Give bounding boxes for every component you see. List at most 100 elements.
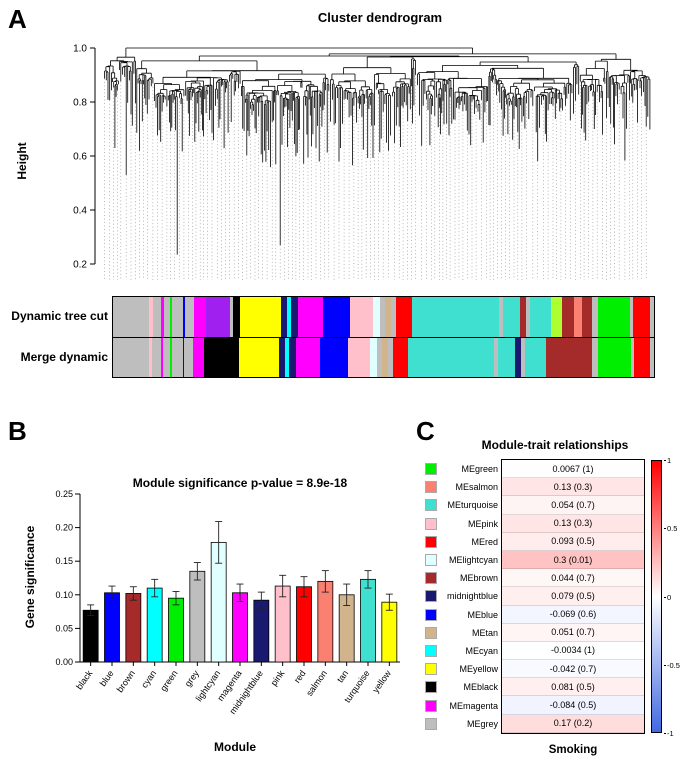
bar-x-tick-label: cyan (139, 668, 158, 689)
module-segment (284, 337, 289, 377)
module-segment (152, 297, 162, 337)
module-segment (514, 337, 522, 377)
module-label: MEblue (467, 609, 498, 620)
correlation-cell: 0.044 (0.7) (502, 569, 644, 588)
module-segment (160, 337, 164, 377)
bar-y-tick-label: 0.05 (55, 623, 73, 633)
colorbar-tick-label: 0 (667, 592, 672, 602)
heatmap-row-MEred: MEred 0.093 (0.5) (425, 532, 647, 551)
bar-y-axis-label: Gene significance (23, 525, 37, 629)
dendrogram-title: Cluster dendrogram (317, 10, 443, 25)
module-segment (169, 337, 172, 377)
bar-x-tick-label: blue (98, 668, 116, 688)
bar-chart-title: Module significance p-value = 8.9e-18 (132, 476, 348, 490)
heatmap-row-MEturquoise: MEturquoise 0.054 (0.7) (425, 496, 647, 515)
module-segment (288, 337, 296, 377)
correlation-cell: 0.093 (0.5) (502, 532, 644, 551)
module-label: MElightcyan (448, 555, 498, 566)
module-segment (230, 297, 234, 337)
module-segment (529, 297, 552, 337)
module-significance-bar-chart: 0.00 0.05 0.10 0.15 0.20 0.25 black blue brown cy… (55, 489, 400, 716)
module-segment (152, 337, 161, 377)
module-segment (499, 297, 503, 337)
bar-x-axis-label: Module (214, 740, 256, 754)
module-segment (172, 297, 184, 337)
dendro-y-tick-label: 0.8 (73, 98, 87, 109)
module-segment (290, 297, 299, 337)
bar-y-tick-label: 0.25 (55, 489, 73, 499)
module-segment (184, 337, 193, 377)
bar-brown (125, 593, 142, 663)
module-segment (161, 297, 165, 337)
heatmap-row-MEbrown: MEbrown 0.044 (0.7) (425, 569, 647, 588)
module-color-swatch (425, 663, 437, 676)
module-color-swatch (425, 554, 437, 567)
module-segment (521, 337, 525, 377)
dendrogram-tree (104, 47, 651, 255)
dendro-y-tick-label: 0.6 (73, 152, 87, 163)
module-segment (574, 297, 583, 337)
module-segment (113, 337, 149, 377)
heatmap-row-MEmagenta: MEmagenta -0.084 (0.5) (425, 696, 647, 715)
module-segment (551, 297, 563, 337)
heatmap-row-midnightblue: midnightblue 0.079 (0.5) (425, 587, 647, 606)
correlation-cell: 0.13 (0.3) (502, 478, 644, 497)
correlation-cell: 0.17 (0.2) (502, 714, 644, 733)
dendro-y-tick-label: 0.2 (73, 260, 87, 271)
module-segment (149, 297, 153, 337)
module-label: MEsalmon (455, 482, 498, 493)
bar-x-tick-label: yellow (370, 668, 393, 695)
module-segment (192, 337, 205, 377)
colorbar-tick-label: 0.5 (667, 524, 678, 534)
module-segment (373, 297, 381, 337)
module-segment (597, 297, 631, 337)
module-segment (502, 297, 520, 337)
correlation-cell: 0.051 (0.7) (502, 623, 644, 642)
module-color-swatch (425, 535, 437, 548)
module-segment (278, 337, 285, 377)
module-color-bands (112, 296, 655, 378)
module-segment (183, 297, 185, 337)
module-segment (182, 337, 185, 377)
panel-c-label: C (416, 416, 435, 446)
module-color-swatch (425, 572, 437, 585)
module-trait-heatmap: MEgreen 0.0067 (1) MEsalmon 0.13 (0.3) MEtur… (425, 460, 647, 733)
module-color-swatch (425, 626, 437, 639)
module-segment (205, 297, 231, 337)
bar-magenta (232, 592, 248, 663)
dendrogram-hang-lines (104, 74, 647, 280)
module-segment (392, 337, 409, 377)
correlation-cell: 0.079 (0.5) (502, 587, 644, 606)
correlation-cell: -0.084 (0.5) (502, 696, 644, 715)
module-label: MEbrown (459, 573, 498, 584)
heatmap-row-MEyellow: MEyellow -0.042 (0.7) (425, 660, 647, 679)
module-label: MEtan (471, 627, 498, 638)
module-segment (170, 297, 173, 337)
heatmap-colorbar (651, 460, 662, 733)
colorbar-tick-mark (664, 596, 666, 598)
module-segment (494, 337, 499, 377)
band-row (113, 336, 654, 377)
module-segment (295, 337, 321, 377)
correlation-cell: -0.042 (0.7) (502, 660, 644, 679)
heatmap-row-MEgrey: MEgrey 0.17 (0.2) (425, 714, 647, 733)
bar-y-tick-label: 0.10 (55, 590, 73, 600)
module-segment (525, 297, 530, 337)
bar-x-tick-label: pink (269, 668, 287, 688)
module-segment (240, 297, 281, 337)
module-segment (280, 297, 288, 337)
correlation-cell: 0.054 (0.7) (502, 496, 644, 515)
bar-y-tick-label: 0.20 (55, 523, 73, 533)
bar-x-tick-label: brown (115, 668, 137, 694)
module-color-swatch (425, 717, 437, 730)
module-segment (322, 297, 351, 337)
module-segment (408, 337, 495, 377)
heatmap-row-MEsalmon: MEsalmon 0.13 (0.3) (425, 478, 647, 497)
bar-plot: 0.00 0.05 0.10 0.15 0.20 0.25 black blue brown cy… (55, 489, 400, 716)
bar-red (296, 586, 312, 663)
heatmap-row-MEtan: MEtan 0.051 (0.7) (425, 623, 647, 642)
bar-x-tick-label: grey (183, 668, 202, 688)
module-segment (171, 337, 183, 377)
module-segment (630, 337, 634, 377)
bar-blue (104, 592, 120, 663)
